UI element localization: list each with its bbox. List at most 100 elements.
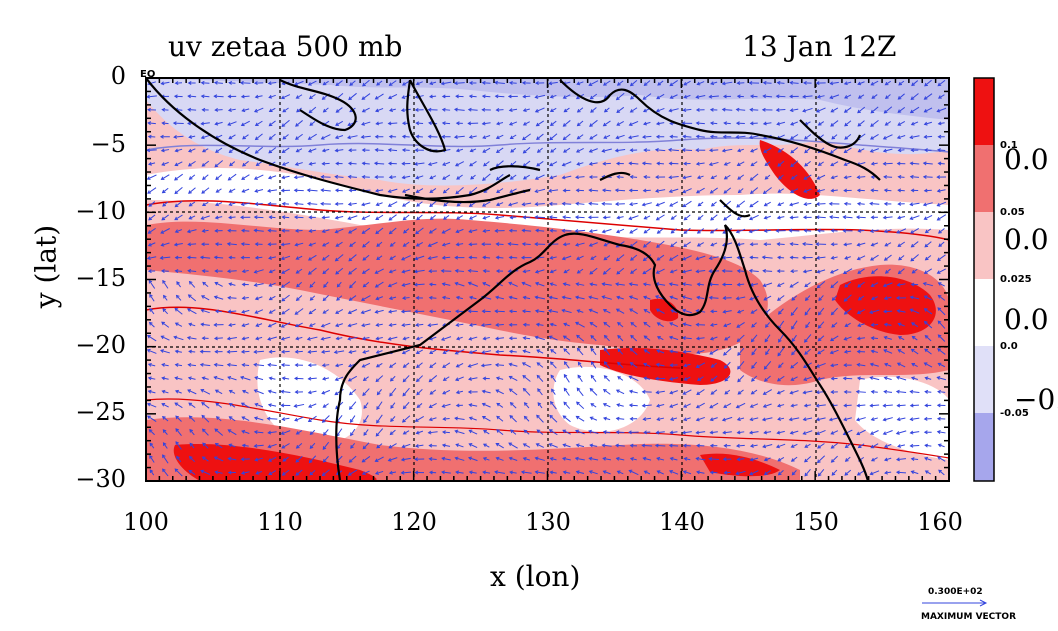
wind-vector-head (831, 472, 836, 476)
wind-vector (844, 133, 852, 140)
wind-vector-head (162, 454, 166, 459)
wind-vector (375, 214, 384, 220)
wind-vector-head (254, 150, 259, 154)
wind-vector (469, 336, 478, 340)
wind-vector (816, 429, 826, 435)
wind-vector-head (147, 190, 151, 194)
wind-vector-head (176, 455, 180, 460)
wind-vector-head (363, 432, 368, 436)
wind-vector-head (507, 94, 512, 99)
wind-vector-head (643, 229, 648, 234)
wind-vector (590, 283, 598, 286)
wind-vector-head (495, 255, 500, 260)
wind-vector (696, 187, 705, 194)
wind-vector (736, 402, 746, 408)
wind-vector (896, 471, 907, 474)
wind-vector-head (429, 364, 434, 368)
wind-vector (227, 364, 237, 367)
wind-vector-head (334, 148, 339, 153)
wind-vector-head (682, 134, 687, 139)
wind-vector-head (789, 242, 794, 246)
wind-vector (241, 416, 250, 422)
wind-vector (656, 308, 665, 314)
wind-vector-head (683, 230, 688, 234)
wind-vector (335, 309, 344, 314)
wind-vector-head (562, 335, 567, 340)
wind-vector (442, 174, 451, 180)
wind-vector-head (428, 404, 433, 408)
wind-vector-head (429, 216, 434, 220)
wind-vector-head (588, 149, 593, 153)
wind-vector-head (282, 135, 287, 140)
wind-vector (817, 269, 826, 273)
wind-vector-head (616, 82, 621, 86)
wind-vector-head (494, 228, 499, 233)
wind-vector-head (936, 270, 941, 274)
wind-vector (777, 375, 785, 382)
wind-vector (201, 415, 210, 423)
wind-vector-head (669, 404, 674, 408)
wind-vector-head (267, 403, 272, 408)
wind-vector (804, 307, 811, 316)
wind-vector-head (723, 404, 728, 408)
wind-vector-head (748, 135, 753, 140)
wind-vector (307, 202, 318, 205)
wind-vector-head (253, 283, 258, 287)
wind-vector-head (374, 309, 379, 314)
wind-vector-head (562, 456, 566, 461)
wind-vector (510, 160, 517, 167)
wind-vector (201, 402, 210, 409)
wind-vector-head (174, 190, 179, 195)
wind-vector-head (763, 457, 768, 462)
wind-vector-head (186, 335, 191, 340)
wind-vector-head (789, 80, 794, 85)
wind-vector-head (307, 390, 312, 395)
wind-vector (764, 457, 771, 461)
wind-vector (776, 95, 786, 98)
wind-vector-head (924, 229, 929, 234)
wind-vector-head (802, 417, 807, 422)
wind-vector-head (735, 135, 740, 139)
wind-vector-head (776, 269, 781, 274)
wind-vector-head (629, 174, 634, 179)
wind-vector (468, 457, 478, 462)
wind-vector (241, 95, 250, 98)
wind-vector-head (576, 401, 580, 406)
wind-vector-head (563, 348, 568, 352)
wind-vector-head (241, 282, 246, 287)
wind-vector (254, 389, 264, 395)
wind-vector-head (870, 257, 874, 261)
wind-vector (870, 430, 879, 435)
wind-vector-head (897, 322, 902, 327)
wind-vector (415, 416, 424, 422)
wind-vector (163, 295, 168, 301)
wind-vector (282, 216, 290, 219)
wind-vector (228, 457, 237, 461)
wind-vector-head (440, 309, 445, 314)
wind-vector-head (549, 255, 554, 260)
wind-vector (937, 79, 946, 87)
wind-vector-head (615, 416, 620, 421)
wind-vector (201, 309, 210, 314)
wind-vector-head (575, 282, 580, 287)
wind-vector (401, 310, 411, 313)
wind-vector (845, 456, 851, 462)
wind-vector (348, 469, 358, 476)
wind-vector-head (400, 108, 405, 113)
wind-vector-head (749, 177, 754, 181)
wind-vector (791, 443, 798, 448)
wind-vector (402, 349, 411, 354)
wind-vector-head (789, 136, 794, 140)
wind-vector-head (602, 308, 607, 313)
wind-vector (389, 80, 397, 86)
wind-vector (522, 243, 531, 246)
wind-vector (323, 80, 329, 86)
wind-vector (201, 122, 210, 125)
wind-vector-head (522, 375, 527, 379)
wind-vector (362, 254, 370, 261)
wind-vector (214, 82, 223, 84)
wind-vector (884, 296, 892, 300)
wind-vector (736, 470, 746, 475)
wind-vector-head (549, 175, 554, 180)
wind-vector (508, 202, 518, 206)
